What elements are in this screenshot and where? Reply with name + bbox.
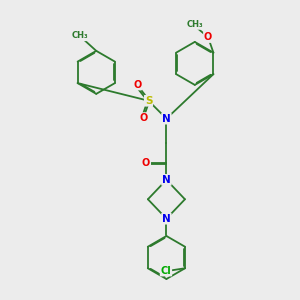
Text: CH₃: CH₃: [187, 20, 203, 29]
Text: S: S: [145, 96, 152, 106]
Text: O: O: [142, 158, 150, 168]
Text: N: N: [162, 114, 171, 124]
Text: N: N: [162, 214, 171, 224]
Text: O: O: [133, 80, 141, 90]
Text: N: N: [162, 175, 171, 185]
Text: Cl: Cl: [160, 266, 171, 276]
Text: O: O: [139, 113, 147, 123]
Text: CH₃: CH₃: [72, 32, 88, 40]
Text: O: O: [204, 32, 212, 42]
